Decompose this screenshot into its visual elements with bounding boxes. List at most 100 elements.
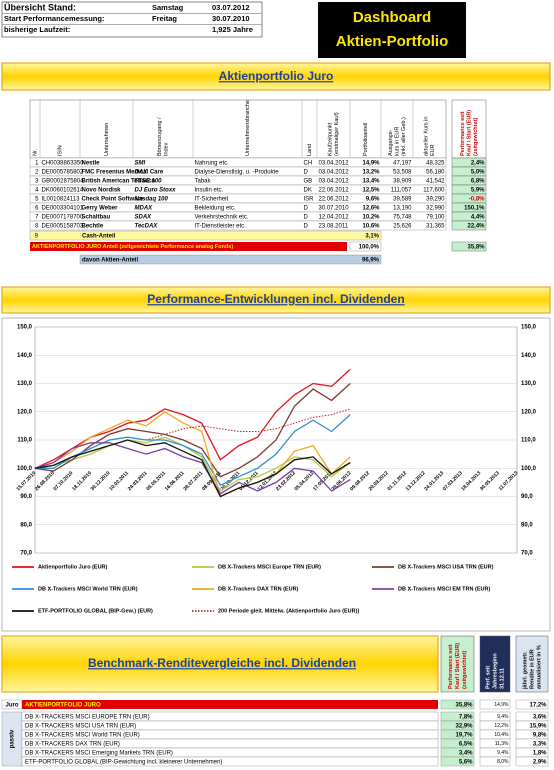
header-cell: 30.07.2010 [212, 14, 250, 23]
row-name: DB X-TRACKERS MSCI Emerging Markets TRN … [25, 750, 173, 756]
value: 10,4% [494, 732, 509, 738]
column-header: Nr. [32, 149, 38, 157]
table-cell: GB [304, 178, 313, 184]
table-cell: 03.04.2012 [319, 178, 350, 184]
table-cell: DE0005785802 [42, 169, 84, 175]
column-header: Land [307, 144, 313, 156]
table-cell: ISR [304, 196, 315, 202]
title-line: Dashboard [353, 9, 431, 26]
value-cell [440, 756, 475, 767]
section-title: Benchmark-Renditevergleiche incl. Divide… [88, 656, 356, 670]
table-cell: DE0003304101 [42, 205, 84, 211]
value: 3,4% [459, 750, 473, 756]
table-cell: Novo Nordisk [82, 187, 122, 193]
table-cell: British American Tobacco [82, 178, 156, 184]
table-cell: Schaltbau [82, 214, 111, 220]
header-frame [1, 1, 263, 38]
value-cell [479, 756, 511, 767]
table-cell: Bechtle [82, 223, 104, 229]
y-tick-label: 90,0 [20, 494, 32, 500]
row-name: DB X-TRACKERS MSCI EUROPE TRN (EUR) [25, 714, 150, 720]
table-cell: 3,1% [365, 233, 379, 239]
value: 3,6% [533, 714, 547, 720]
column-header-text: Kauf / Start (EUR) [455, 643, 461, 689]
value: 2,9% [533, 759, 547, 765]
column-header: ISIN [57, 145, 63, 156]
y2-tick-label: 70,0 [521, 551, 533, 557]
value: 7,8% [459, 714, 473, 720]
table-cell: 2,4% [471, 160, 485, 166]
perf-cell [451, 241, 487, 252]
value: 8,0% [497, 759, 509, 765]
table-cell: 3 [35, 178, 39, 184]
table-cell: Tabak [195, 178, 212, 184]
legend-label: DB X-Trackers MSCI World TRN (EUR) [38, 586, 138, 592]
value: 9,8% [533, 732, 547, 738]
table-cell: 22.06.2012 [319, 187, 350, 193]
section-title: Aktienportfolio Juro [219, 69, 334, 83]
table-cell: Gerry Weber [82, 205, 119, 211]
table-cell: 4 [35, 187, 39, 193]
table-header [451, 99, 487, 159]
table-row [29, 220, 447, 231]
perf-cell [451, 220, 487, 231]
table-cell: D [304, 205, 309, 211]
table-cell: 5 [35, 196, 39, 202]
column-header: Börsenzugang / [157, 117, 163, 156]
row-name: DB X-TRACKERS MSCI World TRN (EUR) [25, 732, 140, 738]
table-cell: 8 [35, 223, 39, 229]
value: 11,3% [495, 741, 509, 747]
table-cell: 150,1% [464, 205, 485, 211]
legend-label: 200 Periode gleit. Mittelw. (Aktienportf… [218, 608, 359, 614]
table-cell: D [304, 223, 309, 229]
header-cell: Samstag [152, 3, 184, 12]
value-cell [515, 699, 549, 710]
value: 15,9% [529, 723, 547, 729]
table-cell: 75,748 [393, 214, 412, 220]
bench-row [21, 756, 439, 767]
column-header: Portfolioanteil [363, 123, 369, 156]
table-cell: 6 [35, 205, 39, 211]
column-header-text: 31.12.11 [499, 668, 505, 689]
table-cell: IT-Dienstleister etc. [195, 223, 247, 229]
table-cell: -0,8% [469, 196, 485, 202]
legend-label: DB X-Trackers MSCI EM TRN (EUR) [398, 586, 490, 592]
header-cell: bisherige Laufzeit: [4, 25, 70, 34]
table-cell: Nahrung etc. [195, 160, 230, 166]
table-cell: CH0038863350 [42, 160, 85, 166]
y2-tick-label: 90,0 [521, 494, 533, 500]
table-cell: 13,190 [393, 205, 412, 211]
table-cell: Cash-Anteil [82, 233, 116, 239]
column-header: (inkl. aller Geb.) [401, 117, 407, 156]
legend-label: DB X-Trackers MSCI USA TRN (EUR) [398, 564, 494, 570]
series-line [35, 414, 351, 487]
y2-tick-label: 110,0 [521, 438, 536, 444]
table-cell: IL0010824113 [42, 196, 81, 202]
row-label: Juro [5, 702, 18, 708]
column-header: Unternehmen [104, 123, 110, 156]
header-cell: Start Performancemessung: [4, 14, 104, 23]
table-cell: TecDAX [135, 223, 159, 229]
table-cell: Verkehrstechnik etc. [195, 214, 249, 220]
y-tick-label: 150,0 [17, 325, 33, 331]
table-cell: DJ Euro Stoxx [135, 187, 177, 193]
total-share [349, 241, 382, 252]
y-tick-label: 100,0 [17, 466, 33, 472]
banner [1, 286, 551, 314]
column-header: Kaufzeitpunkt [328, 122, 334, 156]
column-header-text: Perf. seit [485, 666, 491, 689]
header-cell: 03.07.2012 [212, 3, 250, 12]
table-cell: 48,325 [426, 160, 445, 166]
table-cell: 35,8% [467, 244, 485, 250]
group-label: passiv [10, 729, 16, 748]
value: 14,9% [494, 702, 509, 708]
value: 19,7% [455, 732, 473, 738]
table-cell: DK [304, 187, 312, 193]
column-header [440, 635, 475, 693]
table-cell: DE0005158703 [42, 223, 84, 229]
table-cell: 22.06.2012 [319, 196, 350, 202]
table-cell: 22,4% [467, 223, 485, 229]
table-cell: FMC Fresenius Medical Care [82, 169, 164, 175]
table-cell: 79,100 [426, 214, 445, 220]
value: 3,3% [533, 741, 547, 747]
